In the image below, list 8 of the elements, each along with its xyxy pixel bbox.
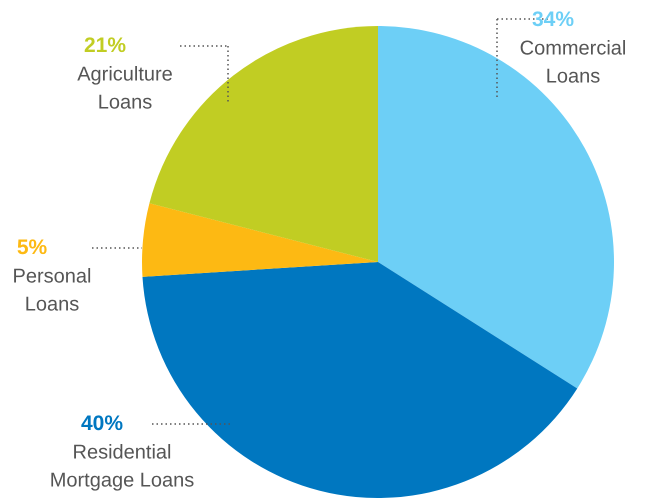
data-label: 40% xyxy=(80,412,124,435)
slice-label: Residential Mortgage Loans xyxy=(50,442,194,492)
data-label: 21% xyxy=(84,34,126,57)
data-label: 34% xyxy=(532,8,574,31)
data-label: 5% xyxy=(16,236,48,259)
slice-label: Commercial Loans xyxy=(520,38,626,88)
slice-label: Agriculture Loans xyxy=(77,64,173,114)
slice-label: Personal Loans xyxy=(12,266,92,316)
